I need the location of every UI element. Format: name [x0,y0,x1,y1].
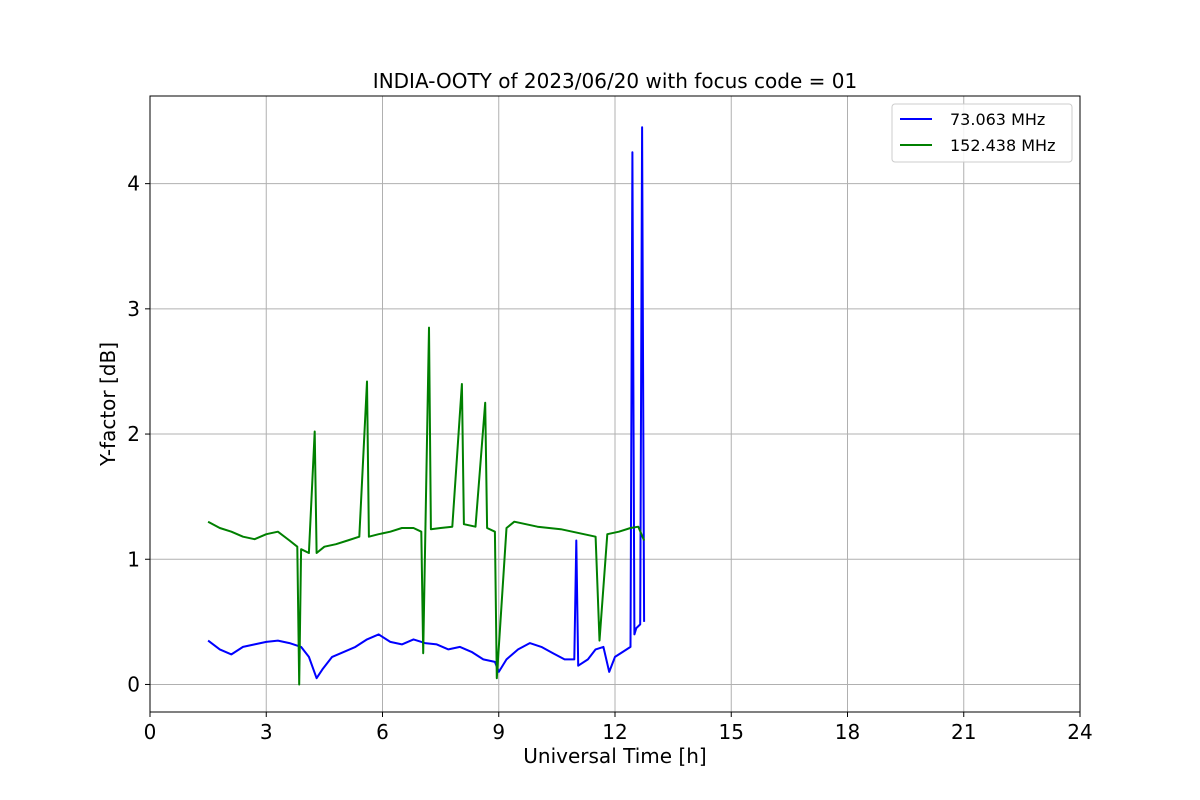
y-tick-label: 0 [127,672,140,696]
x-tick-label: 24 [1067,720,1092,744]
legend-box [891,103,1073,163]
x-tick-label: 15 [719,720,744,744]
legend-label: 152.438 MHz [950,136,1055,155]
x-tick-label: 21 [951,720,976,744]
x-axis-label: Universal Time [h] [523,744,706,768]
x-tick-label: 9 [492,720,505,744]
x-tick-label: 18 [835,720,860,744]
legend-label: 73.063 MHz [950,110,1045,129]
x-tick-label: 0 [144,720,157,744]
series-line-152-mhz [207,326,646,686]
x-ticks: 0 3 6 9 12 15 18 21 24 [144,712,1093,744]
y-tick-label: 2 [127,422,140,446]
x-tick-label: 6 [376,720,389,744]
series-line-73-mhz [207,126,646,680]
y-axis-label: Y-factor [dB] [96,342,120,467]
y-tick-label: 4 [127,172,140,196]
series-layer [207,126,646,686]
y-ticks: 0 1 2 3 4 [127,172,150,696]
x-tick-label: 3 [260,720,273,744]
legend: 73.063 MHz 152.438 MHz [891,103,1073,163]
x-tick-label: 12 [602,720,627,744]
y-tick-label: 3 [127,297,140,321]
chart-title: INDIA-OOTY of 2023/06/20 with focus code… [373,69,857,93]
y-tick-label: 1 [127,547,140,571]
